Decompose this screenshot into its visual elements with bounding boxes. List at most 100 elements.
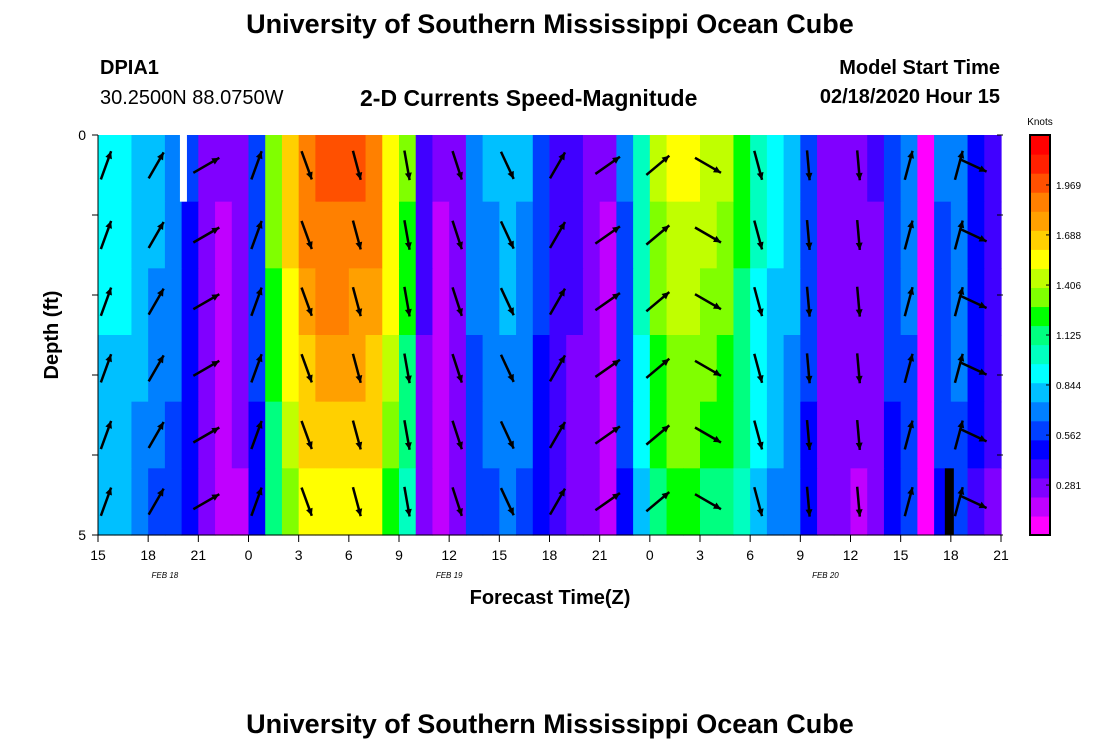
heat-cell [984,335,1002,403]
heat-cell [683,268,701,336]
arrow-head [661,425,670,433]
current-arrow [694,359,722,377]
heat-cell [131,468,149,536]
heat-cell [817,268,835,336]
heat-cell [231,401,250,469]
arrow-head [661,492,670,500]
arrow-head [612,426,620,434]
arrow-head [255,420,263,429]
heat-cell [867,201,885,269]
heat-cell [164,135,183,203]
x-tick-label: 15 [893,547,909,563]
heat-cell [164,268,183,336]
heat-cell [700,135,718,203]
arrow-head [456,374,463,383]
heat-cell [783,335,801,403]
heat-cell [683,468,701,536]
arrow-head [612,156,620,164]
arrow-head [306,507,313,516]
current-arrow [250,150,263,180]
colorbar-segment [1030,154,1050,174]
arrow-head [756,441,764,450]
heat-cell [465,468,484,536]
heat-cell [432,135,450,203]
colorbar-segment [1030,135,1050,155]
current-arrow [953,353,965,384]
current-arrow [300,220,313,250]
heat-cell [766,468,785,536]
arrow-head [907,220,915,229]
current-arrow [192,226,220,244]
heat-cell [566,135,584,203]
colorbar-label: 1.969 [1056,181,1081,192]
arrow-head [978,165,987,172]
current-arrow [953,150,965,181]
current-arrow [594,358,621,378]
current-vectors [99,150,988,517]
colorbar: Knots 1.969 1.688 1.406 1.125 0.844 0.562 0.281 [1027,117,1081,536]
current-arrow [594,155,621,175]
current-arrow [192,426,220,444]
arrow-head [456,508,463,516]
heat-cell [382,268,400,336]
current-arrow [645,491,671,513]
x-tick-label: 9 [796,547,804,563]
heat-cell [883,468,902,536]
current-arrow [855,286,863,317]
arrow-head [957,287,965,296]
heat-cell [215,335,233,403]
heat-cell [265,468,283,536]
heat-cell [716,401,735,469]
arrow-head [456,241,463,250]
model-start-time: 02/18/2020 Hour 15 [819,86,1000,108]
colorbar-segment [1030,211,1050,231]
current-arrow [250,220,263,250]
colorbar-label: 1.688 [1056,231,1081,242]
heat-cell [867,335,885,403]
current-arrow [594,292,621,312]
arrow-head [805,309,813,317]
heat-cell [934,268,952,336]
heat-cell [164,468,183,536]
heat-cell [532,468,551,536]
heat-cell [733,201,751,269]
heat-cell [516,135,534,203]
current-arrow [99,420,113,450]
heat-cell [783,135,801,203]
arrow-head [255,220,263,229]
heat-cell [716,268,735,336]
heat-cell [114,268,133,336]
arrow-head [211,427,220,435]
current-arrow [499,220,515,250]
heat-cell [465,135,484,203]
arrow-head [456,441,463,450]
heat-cell [516,201,534,269]
y-axis-label: Depth (ft) [41,291,63,380]
current-arrow [403,353,412,384]
heat-cell [432,335,450,403]
arrow-head [612,493,620,501]
x-tick-label: 0 [646,547,654,563]
heat-cell [783,401,801,469]
current-arrow [499,287,515,316]
arrow-head [507,440,514,449]
footer-title: University of Southern Mississippi Ocean… [246,709,854,739]
arrow-head [507,240,514,249]
current-arrow [694,226,722,244]
heat-cell [432,268,450,336]
heat-cell [98,135,116,203]
heat-cell [900,135,918,203]
current-arrow [250,420,263,450]
heat-cell [666,335,684,403]
current-arrow [147,151,165,179]
heat-cell [733,268,751,336]
heat-cell [465,201,484,269]
heat-cell [984,135,1002,203]
heat-cell [482,135,500,203]
current-arrow [250,287,263,317]
y-tick-label: 5 [78,527,86,543]
heat-cell [683,401,701,469]
colorbar-segment [1030,344,1050,365]
arrow-head [805,172,813,181]
heat-cell [733,335,751,403]
